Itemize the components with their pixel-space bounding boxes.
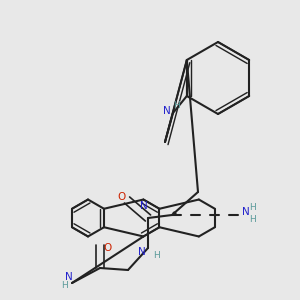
Text: O: O	[104, 243, 112, 253]
Text: N: N	[242, 207, 250, 217]
Text: O: O	[117, 192, 125, 202]
Text: H: H	[174, 100, 180, 109]
Text: N: N	[163, 106, 171, 116]
Text: H: H	[153, 251, 159, 260]
Text: N: N	[140, 200, 147, 211]
Text: N: N	[138, 247, 146, 257]
Text: H: H	[249, 202, 255, 211]
Text: N: N	[65, 272, 73, 282]
Text: H: H	[249, 214, 255, 224]
Text: H: H	[61, 281, 68, 290]
